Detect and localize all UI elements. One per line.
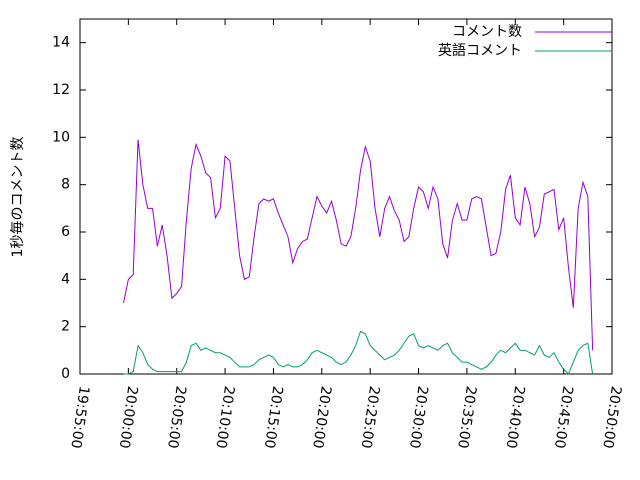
x-tick-label: 20:35:00 [454, 385, 479, 450]
x-tick-label: 20:50:00 [599, 385, 624, 450]
y-tick-label: 0 [61, 366, 70, 382]
y-axis-label: 1秒毎のコメント数 [10, 137, 26, 258]
plot-frame [79, 18, 613, 375]
x-tick-label: 19:55:00 [67, 385, 92, 450]
y-tick-label: 6 [61, 224, 70, 240]
y-tick-label: 4 [61, 271, 70, 287]
x-tick-label: 20:25:00 [358, 385, 383, 450]
y-tick-label: 12 [52, 82, 70, 98]
x-tick-label: 20:20:00 [309, 385, 334, 450]
x-tick-label: 20:00:00 [116, 385, 141, 450]
x-tick-label: 20:15:00 [261, 385, 286, 450]
x-tick-label: 20:40:00 [503, 385, 528, 450]
y-tick-label: 2 [61, 319, 70, 335]
x-tick-label: 20:05:00 [164, 385, 189, 450]
x-tick-label: 20:45:00 [551, 385, 576, 450]
y-tick-label: 10 [52, 129, 70, 145]
legend-label: コメント数 [452, 24, 522, 40]
y-tick-label: 8 [61, 177, 70, 193]
x-tick-label: 20:30:00 [406, 385, 431, 450]
series-line [123, 139, 594, 351]
x-tick-label: 20:10:00 [212, 385, 237, 450]
y-tick-label: 14 [52, 35, 70, 51]
series-line [123, 330, 594, 375]
legend-label: 英語コメント [438, 42, 522, 59]
